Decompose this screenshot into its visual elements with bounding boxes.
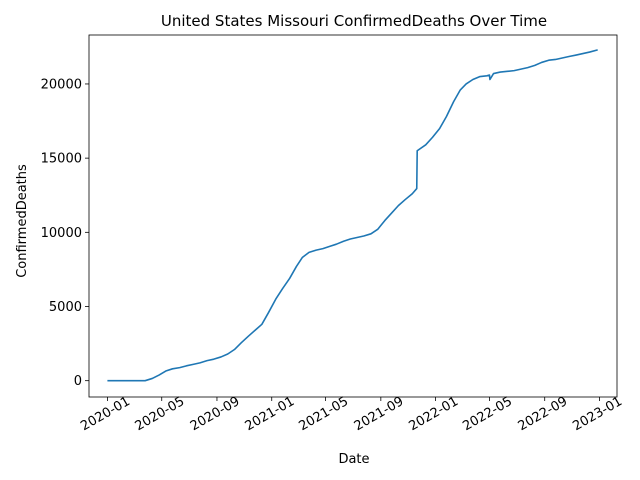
y-tick-label: 10000 xyxy=(41,226,82,241)
y-axis-title: ConfirmedDeaths xyxy=(15,164,30,278)
data-line-0 xyxy=(107,49,598,382)
chart-title: United States Missouri ConfirmedDeaths O… xyxy=(161,12,547,30)
x-axis-title: Date xyxy=(338,452,369,467)
y-tick-label: 15000 xyxy=(41,152,82,167)
axes-frame xyxy=(88,34,618,398)
y-tick-label: 0 xyxy=(74,374,82,389)
y-tick-label: 20000 xyxy=(41,77,82,92)
y-tick-label: 5000 xyxy=(49,300,82,315)
plot-area xyxy=(88,34,618,398)
